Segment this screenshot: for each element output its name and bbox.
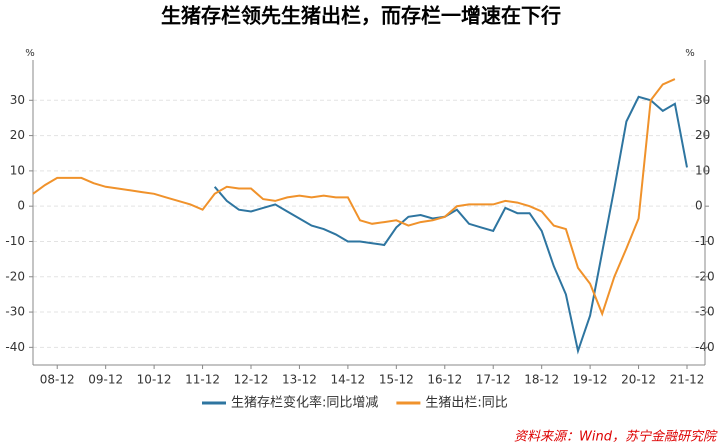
y-tick-label: 20 [10,128,25,142]
x-tick-label: 19-12 [573,373,608,387]
y-tick-label: 0 [17,199,25,213]
x-tick-label: 14-12 [330,373,365,387]
x-tick-label: 13-12 [282,373,317,387]
y-tick-label: -20 [5,269,25,283]
legend-label: 生猪存栏变化率:同比增减 [231,395,378,411]
source-note: 资料来源：Wind，苏宁金融研究院 [514,429,718,445]
y2-tick-label: 30 [695,93,710,107]
series-line [213,95,688,355]
x-tick-label: 20-12 [621,373,656,387]
x-tick-label: 21-12 [670,373,705,387]
y-tick-label: 10 [10,163,25,177]
y-tick-label: -40 [5,340,25,354]
x-tick-label: 17-12 [476,373,511,387]
y-unit: % [25,48,35,59]
x-tick-label: 18-12 [524,373,559,387]
y-tick-label: -30 [5,305,25,319]
x-tick-label: 09-12 [88,373,123,387]
x-tick-label: 10-12 [137,373,172,387]
y2-tick-label: 10 [695,163,710,177]
chart-title: 生猪存栏领先生猪出栏，而存栏一增速在下行 [161,4,561,28]
x-tick-label: 08-12 [40,373,75,387]
x-tick-label: 11-12 [185,373,220,387]
x-tick-label: 15-12 [379,373,414,387]
y-tick-label: -10 [5,234,25,248]
y2-unit: % [685,48,695,59]
y2-tick-label: 20 [695,128,710,142]
y2-tick-label: 0 [695,199,703,213]
x-tick-label: 16-12 [427,373,462,387]
y-tick-label: 30 [10,93,25,107]
legend-label: 生猪出栏:同比 [425,396,507,411]
x-tick-label: 12-12 [234,373,269,387]
series-line [32,78,676,317]
